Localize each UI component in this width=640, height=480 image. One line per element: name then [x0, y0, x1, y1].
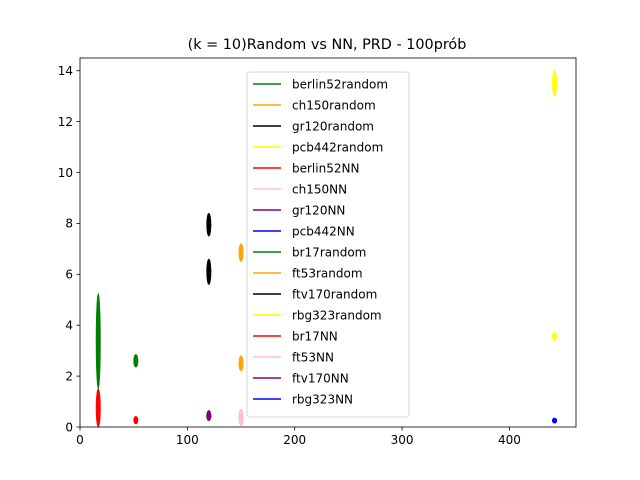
legend-label: ftv170NN [292, 371, 349, 385]
data-mark-berlin52random [133, 354, 139, 368]
data-mark-br17random [95, 293, 101, 390]
legend-label: ft53random [292, 266, 363, 280]
legend-label: pcb442random [292, 140, 383, 154]
legend-label: rbg323NN [292, 392, 353, 406]
x-tick-label: 300 [391, 433, 414, 447]
legend-label: ch150NN [292, 182, 347, 196]
x-tick-label: 200 [283, 433, 306, 447]
legend-label: ftv170random [292, 287, 377, 301]
y-tick-label: 0 [65, 420, 73, 434]
legend-box [246, 71, 410, 418]
y-axis: 0 2 4 6 8 10 12 14 [58, 64, 80, 434]
y-tick-label: 8 [65, 217, 73, 231]
legend-label: ch150random [292, 98, 376, 112]
data-mark-gr120random [206, 212, 212, 237]
legend-label: gr120random [292, 119, 374, 133]
legend-label: berlin52random [292, 77, 388, 91]
x-tick-label: 400 [498, 433, 521, 447]
y-tick-label: 12 [58, 115, 73, 129]
x-tick-label: 100 [176, 433, 199, 447]
chart-title: (k = 10)Random vs NN, PRD - 100prób [188, 37, 467, 53]
data-mark-rbg323NN [552, 417, 558, 424]
y-tick-label: 2 [65, 369, 73, 383]
legend-label: pcb442NN [292, 224, 355, 238]
data-mark-rbg323random [552, 332, 558, 341]
legend-label: gr120NN [292, 203, 345, 217]
data-mark-ftv170random [206, 258, 212, 285]
data-mark-ch150random [238, 243, 244, 262]
legend-label: br17random [292, 245, 366, 259]
axes-frame [79, 57, 577, 428]
x-tick-label: 0 [76, 433, 84, 447]
data-mark-berlin52NN [133, 416, 139, 425]
legend: berlin52random ch150random gr120random pcb4… [246, 71, 410, 418]
data-mark-ftv170NN [206, 411, 212, 421]
x-axis: 0 100 200 300 400 [76, 427, 521, 447]
data-mark-ft53random [238, 355, 244, 372]
data-mark-pcb442random [552, 70, 558, 97]
y-tick-label: 14 [58, 64, 73, 78]
data-mark-br17NN [95, 388, 101, 428]
legend-label: rbg323random [292, 308, 382, 322]
legend-label: berlin52NN [292, 161, 359, 175]
legend-label: ft53NN [292, 350, 334, 364]
y-tick-label: 10 [58, 166, 73, 180]
data-mark-ft53NN [238, 411, 244, 427]
y-tick-label: 4 [65, 319, 73, 333]
legend-label: br17NN [292, 329, 338, 343]
y-tick-label: 6 [65, 268, 73, 282]
